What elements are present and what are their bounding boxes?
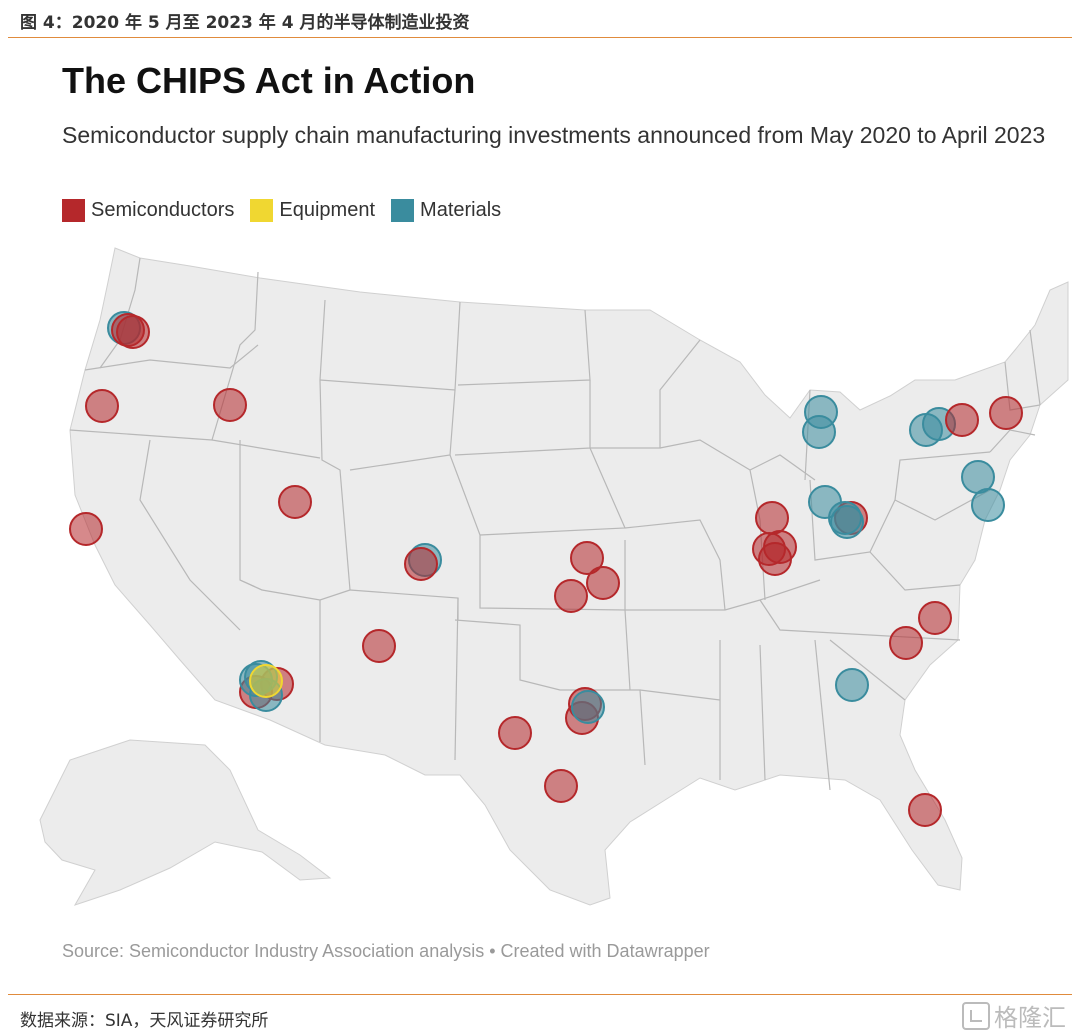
map-point-semiconductors — [554, 579, 588, 613]
legend-item-semiconductors: Semiconductors — [62, 199, 234, 222]
map-point-semiconductors — [85, 389, 119, 423]
chart-title: The CHIPS Act in Action — [62, 60, 476, 101]
map-point-semiconductors — [116, 315, 150, 349]
map-point-semiconductors — [989, 396, 1023, 430]
map-point-semiconductors — [404, 547, 438, 581]
map-point-semiconductors — [918, 601, 952, 635]
map-point-semiconductors — [908, 793, 942, 827]
legend-item-materials: Materials — [391, 199, 501, 222]
source-line: Source: Semiconductor Industry Associati… — [62, 941, 710, 961]
us-map — [39, 247, 1069, 906]
map-point-semiconductors — [498, 716, 532, 750]
legend: Semiconductors Equipment Materials — [62, 199, 517, 222]
data-source-note: 数据来源：SIA，天风证券研究所 — [20, 1011, 269, 1031]
watermark: 格隆汇 — [962, 998, 1066, 1033]
legend-label-equipment: Equipment — [279, 199, 376, 221]
map-point-semiconductors — [278, 485, 312, 519]
map-point-semiconductors — [213, 388, 247, 422]
map-point-semiconductors — [586, 566, 620, 600]
legend-swatch-semiconductors — [62, 199, 85, 222]
legend-label-semiconductors: Semiconductors — [91, 199, 235, 221]
legend-item-equipment: Equipment — [250, 199, 375, 222]
map-point-semiconductors — [889, 626, 923, 660]
map-point-semiconductors — [570, 541, 604, 575]
map-point-materials — [802, 415, 836, 449]
map-point-semiconductors — [362, 629, 396, 663]
map-point-materials — [828, 501, 862, 535]
legend-label-materials: Materials — [420, 199, 502, 221]
watermark-text: 格隆汇 — [994, 1004, 1066, 1032]
map-point-semiconductors — [69, 512, 103, 546]
map-point-semiconductors — [755, 501, 789, 535]
map-point-materials — [571, 690, 605, 724]
map-point-semiconductors — [945, 403, 979, 437]
chart-subtitle: Semiconductor supply chain manufacturing… — [62, 122, 1046, 148]
map-point-materials — [971, 488, 1005, 522]
map-point-semiconductors — [544, 769, 578, 803]
top-divider — [8, 37, 1072, 38]
legend-swatch-equipment — [250, 199, 274, 222]
map-point-semiconductors — [758, 542, 792, 576]
legend-swatch-materials — [391, 199, 415, 222]
map-point-equipment — [249, 664, 283, 698]
map-point-materials — [835, 668, 869, 702]
alaska-shape — [39, 739, 332, 906]
state-borders — [69, 257, 1041, 791]
figure-caption: 图 4：2020 年 5 月至 2023 年 4 月的半导体制造业投资 — [20, 13, 470, 33]
investment-points — [69, 311, 1023, 827]
watermark-logo-icon — [962, 1001, 990, 1030]
bottom-divider — [8, 994, 1072, 995]
